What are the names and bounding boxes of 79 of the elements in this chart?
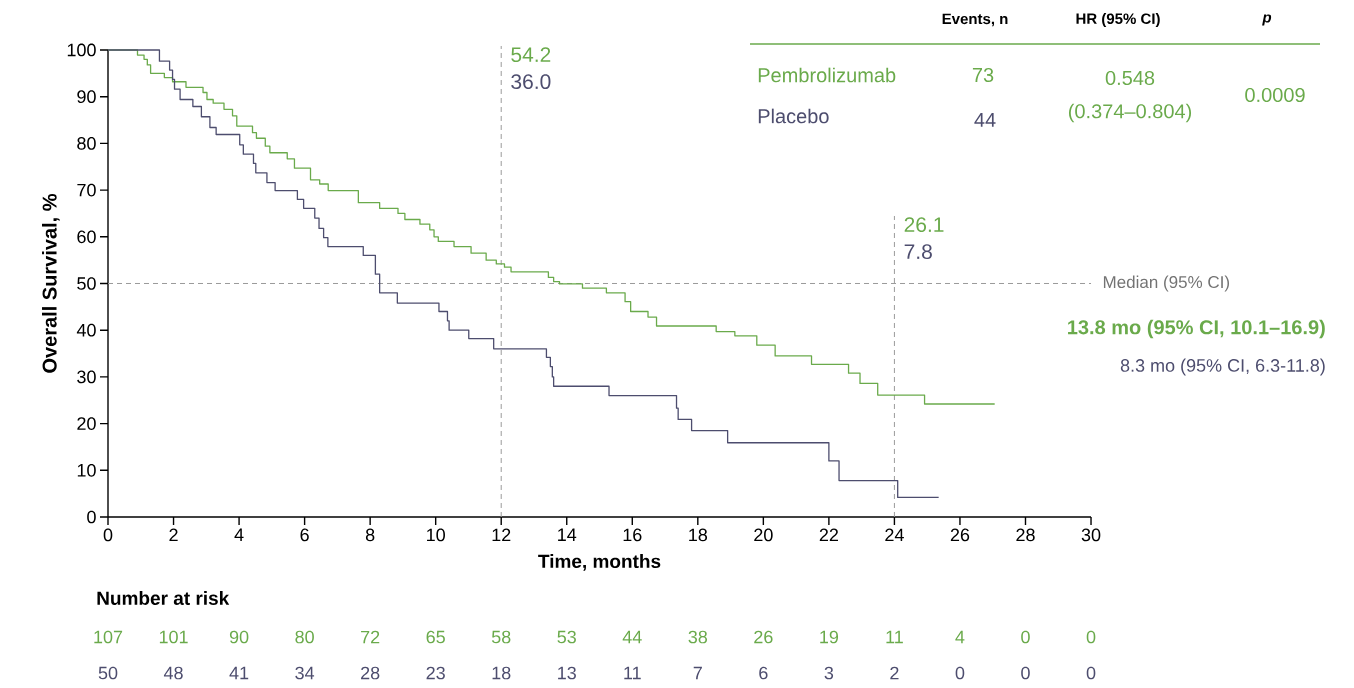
- text: 11: [624, 666, 641, 680]
- text: 0: [1086, 630, 1096, 644]
- y-tick-label: 30: [77, 370, 96, 384]
- text: 28: [361, 666, 380, 680]
- text: 44: [622, 630, 642, 644]
- text: 19: [820, 630, 839, 644]
- text: 4: [955, 630, 965, 644]
- annotation: 36.0: [511, 74, 551, 90]
- text: 8.3 mo (95% CI, 6.3-11.8): [1120, 358, 1325, 376]
- text: 58: [491, 630, 511, 644]
- annotation: 13.8 mo (95% CI, 10.1–16.9): [1068, 319, 1325, 339]
- text: Placebo: [758, 108, 829, 124]
- text: 3: [824, 666, 834, 680]
- y-tick-label: 20: [77, 417, 96, 430]
- annotation: 54.2: [511, 47, 551, 63]
- x-tick-label: 4: [234, 528, 244, 541]
- text: Number at risk: [97, 591, 230, 605]
- ref-line-label: Median (95% CI): [1103, 275, 1230, 292]
- y-tick-label: 0: [87, 510, 96, 524]
- x-tick-label: 6: [300, 528, 309, 542]
- x-tick-label: 14: [558, 528, 577, 541]
- y-tick-label: 10: [77, 463, 96, 477]
- annotation: 7.8: [904, 244, 932, 260]
- text: 107: [94, 630, 123, 644]
- text: 38: [688, 630, 708, 644]
- text: 0: [1021, 630, 1030, 644]
- text: 0.548: [1105, 70, 1155, 86]
- annotation: 73: [972, 67, 994, 83]
- text: 90: [229, 630, 249, 644]
- text: 53: [557, 630, 576, 644]
- y-tick-label: 90: [77, 90, 96, 104]
- x-tick-label: 18: [689, 528, 708, 542]
- text: 23: [426, 666, 445, 680]
- text: 26: [754, 630, 773, 644]
- y-tick-label: 100: [67, 43, 96, 57]
- y-axis-title: Overall Survival, %: [42, 193, 60, 373]
- text: 34: [295, 666, 315, 680]
- x-tick-label: 2: [169, 528, 178, 542]
- x-tick-label: 12: [492, 528, 511, 542]
- x-axis-title: Time, months: [538, 554, 661, 571]
- text: 80: [295, 630, 314, 644]
- text: 2: [890, 666, 899, 680]
- y-tick-label: 70: [77, 183, 96, 197]
- x-tick-label: 22: [819, 528, 838, 542]
- text: HR (95% CI): [1076, 12, 1160, 27]
- y-tick-label: 60: [77, 230, 96, 244]
- text: 6: [759, 666, 768, 680]
- text: Events, n: [942, 13, 1008, 27]
- text: 0: [1021, 666, 1030, 680]
- text: 0: [1086, 666, 1096, 680]
- x-tick-label: 10: [427, 528, 445, 542]
- text: Pembrolizumab: [758, 67, 896, 83]
- x-tick-label: 0: [103, 528, 113, 542]
- x-tick-label: 30: [1081, 528, 1101, 542]
- x-tick-label: 28: [1016, 528, 1035, 542]
- annotation: 26.1: [904, 217, 944, 233]
- text: 101: [159, 630, 188, 644]
- x-tick-label: 26: [950, 528, 970, 542]
- text: 11: [886, 630, 903, 644]
- y-tick-label: 40: [76, 323, 96, 337]
- text: 48: [163, 666, 183, 680]
- text: 13: [558, 666, 576, 680]
- y-tick-label: 80: [77, 137, 96, 150]
- x-tick-label: 20: [754, 528, 773, 542]
- x-tick-label: 16: [623, 528, 642, 542]
- x-tick-label: 8: [365, 528, 375, 542]
- text: 41: [229, 666, 249, 680]
- text: 0.0009: [1245, 87, 1305, 103]
- text: 7: [693, 666, 702, 680]
- text: 18: [492, 666, 511, 680]
- x-tick-label: 24: [885, 528, 904, 542]
- annotation: 44: [974, 113, 996, 127]
- text: p: [1262, 14, 1272, 26]
- y-tick-label: 50: [77, 277, 96, 290]
- text: 0: [955, 666, 965, 680]
- annotation: (0.374–0.804): [1068, 103, 1192, 123]
- text: 65: [426, 630, 445, 644]
- text: 72: [361, 630, 380, 644]
- text: 50: [98, 666, 118, 680]
